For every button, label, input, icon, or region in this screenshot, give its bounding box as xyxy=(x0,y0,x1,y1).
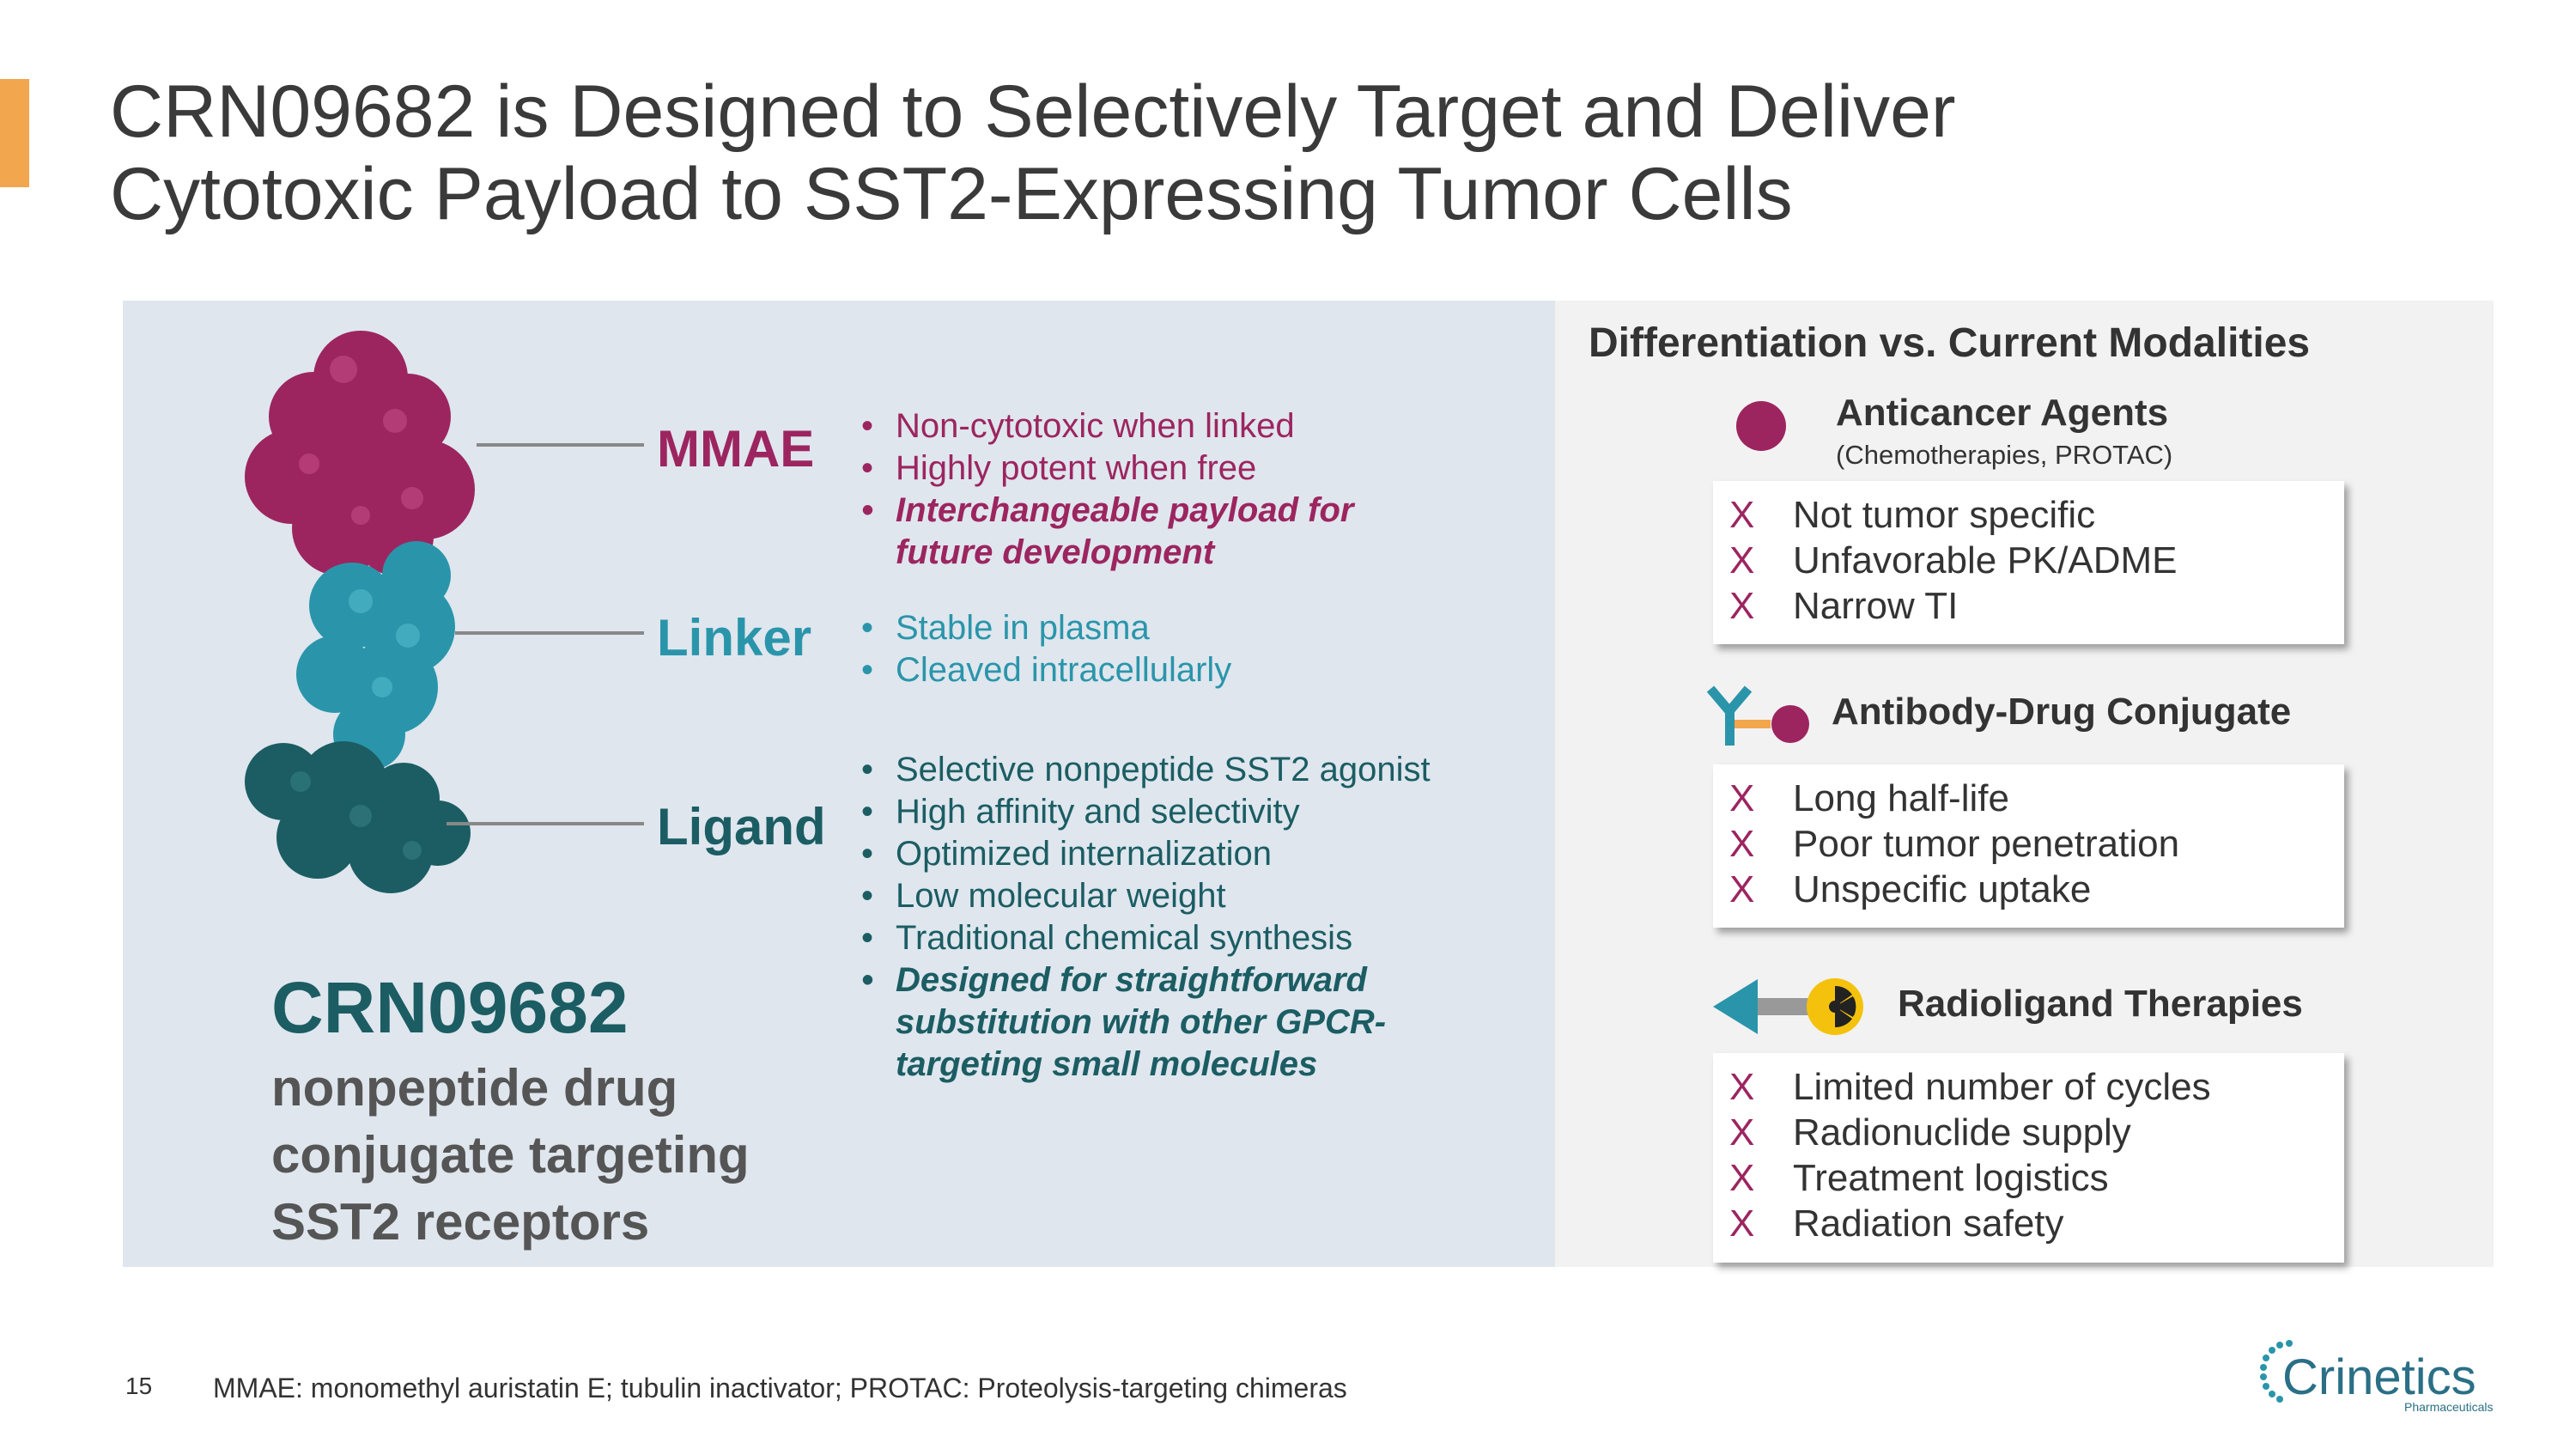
list-item: X Radionuclide supply xyxy=(1729,1111,2131,1154)
radioligand-icon xyxy=(1713,978,1863,1035)
category-subtitle-anticancer: (Chemotherapies, PROTAC) xyxy=(1836,440,2173,470)
list-item: X Radiation safety xyxy=(1729,1202,2064,1245)
list-item: Cleaved intracellularly xyxy=(859,649,1231,691)
x-icon: X xyxy=(1729,539,1755,581)
list-item: Stable in plasma xyxy=(859,607,1231,649)
list-item: Highly potent when free xyxy=(859,447,1353,490)
x-icon: X xyxy=(1729,823,1755,865)
adc-drawbacks-box: X Long half-life X Poor tumor penetration … xyxy=(1713,764,2344,928)
radioligand-drawbacks-box: X Limited number of cycles X Radionuclide … xyxy=(1713,1053,2344,1263)
list-item: Selective nonpeptide SST2 agonist xyxy=(859,749,1431,791)
footnote: MMAE: monomethyl auristatin E; tubulin i… xyxy=(213,1373,1347,1403)
category-title-radioligand: Radioligand Therapies xyxy=(1898,983,2303,1025)
page-number: 15 xyxy=(125,1373,153,1399)
x-icon: X xyxy=(1729,868,1755,910)
list-item: Non-cytotoxic when linked xyxy=(859,405,1353,447)
list-item: Low molecular weight xyxy=(859,875,1431,917)
x-icon: X xyxy=(1729,1157,1755,1199)
title-line-2: Cytotoxic Payload to SST2-Expressing Tum… xyxy=(110,153,1793,235)
mmae-blob xyxy=(245,331,475,575)
mmae-leader-line xyxy=(477,443,644,447)
logo-subtitle: Pharmaceuticals xyxy=(2404,1400,2494,1414)
drug-description: nonpeptide drug conjugate targeting SST2… xyxy=(271,1059,750,1251)
category-title-adc: Antibody-Drug Conjugate xyxy=(1832,691,2292,733)
list-item: Traditional chemical synthesis xyxy=(859,917,1431,959)
differentiation-title: Differentiation vs. Current Modalities xyxy=(1589,320,2311,366)
molecule-illustration xyxy=(245,331,475,893)
x-icon: X xyxy=(1729,494,1755,536)
ligand-blob xyxy=(245,741,471,893)
x-icon: X xyxy=(1729,1202,1755,1245)
ligand-leader-line xyxy=(447,822,644,825)
drug-name: CRN09682 xyxy=(271,967,629,1048)
list-item: High affinity and selectivity xyxy=(859,791,1431,833)
page-title: CRN09682 is Designed to Selectively Targ… xyxy=(110,70,2428,235)
linker-leader-line xyxy=(455,631,644,635)
mmae-bullets: Non-cytotoxic when linked Highly potent … xyxy=(859,405,1353,574)
ligand-label: Ligand xyxy=(657,798,826,855)
linker-blob xyxy=(296,541,455,770)
list-item: X Poor tumor penetration xyxy=(1729,823,2180,865)
crinetics-logo-mark xyxy=(2260,1340,2293,1403)
list-item-emphasis: Designed for straightforwardsubstitution… xyxy=(859,959,1431,1086)
category-title-anticancer: Anticancer Agents xyxy=(1836,392,2169,434)
antibody-drug-conjugate-icon xyxy=(1707,685,1809,746)
list-item: X Unspecific uptake xyxy=(1729,868,2092,910)
accent-bar xyxy=(0,79,29,187)
list-item: X Long half-life xyxy=(1729,777,2009,819)
list-item: X Narrow TI xyxy=(1729,585,1959,627)
anticancer-agent-icon xyxy=(1736,401,1786,451)
linker-bullets: Stable in plasma Cleaved intracellularly xyxy=(859,607,1231,691)
list-item: X Unfavorable PK/ADME xyxy=(1729,539,2178,581)
x-icon: X xyxy=(1729,1066,1755,1108)
list-item: Optimized internalization xyxy=(859,833,1431,875)
list-item: X Limited number of cycles xyxy=(1729,1066,2211,1108)
linker-label: Linker xyxy=(657,609,812,667)
list-item: X Not tumor specific xyxy=(1729,494,2096,536)
ligand-bullets: Selective nonpeptide SST2 agonist High a… xyxy=(859,749,1431,1086)
title-line-1: CRN09682 is Designed to Selectively Targ… xyxy=(110,70,1956,153)
list-item: X Treatment logistics xyxy=(1729,1157,2109,1199)
x-icon: X xyxy=(1729,585,1755,627)
anticancer-drawbacks-box: X Not tumor specific X Unfavorable PK/ADME… xyxy=(1713,481,2344,644)
x-icon: X xyxy=(1729,1111,1755,1154)
logo-wordmark: Crinetics xyxy=(2282,1349,2476,1405)
mmae-label: MMAE xyxy=(657,420,815,478)
x-icon: X xyxy=(1729,777,1755,819)
